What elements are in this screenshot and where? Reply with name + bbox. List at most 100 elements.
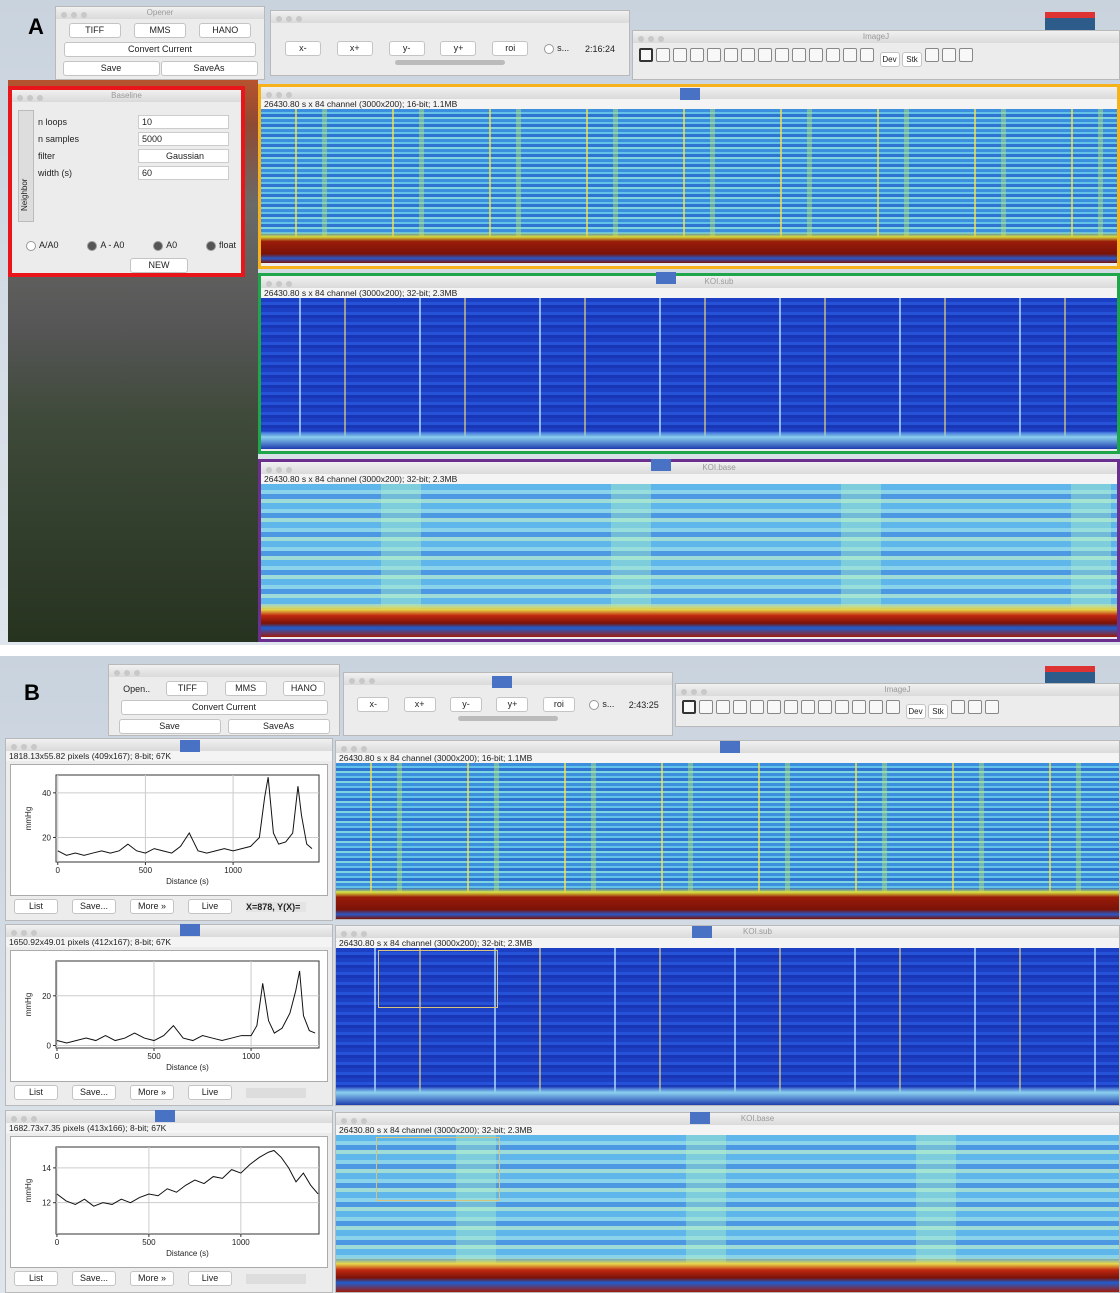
button[interactable]: List xyxy=(14,1085,58,1100)
button[interactable]: roi xyxy=(492,41,528,56)
tool[interactable] xyxy=(925,48,939,62)
button[interactable]: x- xyxy=(285,41,321,56)
tool[interactable] xyxy=(758,48,772,62)
button[interactable]: HANO xyxy=(283,681,325,696)
tool[interactable] xyxy=(835,700,849,714)
tool[interactable] xyxy=(750,700,764,714)
radio[interactable]: A0 xyxy=(153,240,177,251)
button[interactable]: x- xyxy=(357,697,389,712)
button[interactable]: SaveAs xyxy=(161,61,258,76)
button[interactable]: roi xyxy=(543,697,575,712)
heatmap xyxy=(261,109,1117,263)
tool[interactable] xyxy=(682,700,696,714)
button[interactable]: List xyxy=(14,899,58,914)
tool[interactable] xyxy=(792,48,806,62)
radio-label: float xyxy=(219,240,236,250)
window-title: Baseline xyxy=(111,91,142,100)
button[interactable]: Save xyxy=(63,61,160,76)
button[interactable]: Live xyxy=(188,899,232,914)
image-window: KOI.base 26430.80 s x 84 channel (3000x2… xyxy=(258,459,1120,642)
scrollbar[interactable] xyxy=(395,60,505,65)
button-row: List Save... More » Live xyxy=(14,1085,324,1100)
tool[interactable] xyxy=(716,700,730,714)
button[interactable]: More » xyxy=(130,1085,174,1100)
field-value[interactable]: 10 xyxy=(138,115,229,129)
axes-frame xyxy=(56,1147,319,1234)
button[interactable]: SaveAs xyxy=(228,719,330,734)
tool[interactable] xyxy=(886,700,900,714)
tool[interactable] xyxy=(818,700,832,714)
button[interactable]: NEW xyxy=(130,258,188,273)
tool[interactable] xyxy=(959,48,973,62)
x-tick-label: 500 xyxy=(139,866,153,875)
button[interactable]: y+ xyxy=(440,41,476,56)
tool[interactable] xyxy=(860,48,874,62)
tab-label: Neighbor xyxy=(20,179,29,211)
tool[interactable] xyxy=(784,700,798,714)
button[interactable]: Save... xyxy=(72,899,116,914)
radio[interactable]: float xyxy=(206,240,236,251)
button[interactable]: Save... xyxy=(72,1271,116,1286)
tool[interactable] xyxy=(801,700,815,714)
tool[interactable] xyxy=(951,700,965,714)
button[interactable]: More » xyxy=(130,899,174,914)
tool[interactable] xyxy=(968,700,982,714)
button[interactable]: y- xyxy=(450,697,482,712)
button[interactable]: x+ xyxy=(404,697,436,712)
title-bar: KOI.sub xyxy=(336,926,1119,938)
tool[interactable]: Dev xyxy=(880,52,900,67)
tool[interactable] xyxy=(724,48,738,62)
tool[interactable] xyxy=(690,48,704,62)
field-value[interactable]: 5000 xyxy=(138,132,229,146)
button[interactable]: Live xyxy=(188,1271,232,1286)
x-tick-label: 1000 xyxy=(232,1238,250,1247)
tool[interactable] xyxy=(775,48,789,62)
radio[interactable]: A/A0 xyxy=(26,240,59,251)
field-value[interactable]: 60 xyxy=(138,166,229,180)
option[interactable]: s... xyxy=(544,43,569,54)
button[interactable]: y- xyxy=(389,41,425,56)
tool[interactable]: Stk xyxy=(902,52,922,67)
button[interactable]: MMS xyxy=(134,23,186,38)
title-bar xyxy=(109,665,339,677)
button[interactable]: y+ xyxy=(496,697,528,712)
tool[interactable] xyxy=(852,700,866,714)
tool[interactable] xyxy=(985,700,999,714)
button[interactable]: Live xyxy=(188,1085,232,1100)
button[interactable]: List xyxy=(14,1271,58,1286)
field-value[interactable]: Gaussian xyxy=(138,149,229,163)
tool[interactable] xyxy=(699,700,713,714)
tool[interactable] xyxy=(673,48,687,62)
tool[interactable] xyxy=(942,48,956,62)
tool[interactable] xyxy=(869,700,883,714)
tab[interactable]: Neighbor xyxy=(18,110,34,222)
annotation-marker xyxy=(180,740,200,752)
button[interactable]: Convert Current xyxy=(64,42,256,57)
radio[interactable]: A - A0 xyxy=(87,240,124,251)
status xyxy=(246,1274,306,1284)
button[interactable]: HANO xyxy=(199,23,251,38)
button[interactable]: Save... xyxy=(72,1085,116,1100)
tool[interactable] xyxy=(656,48,670,62)
button[interactable]: x+ xyxy=(337,41,373,56)
menu[interactable]: Open.. xyxy=(123,684,150,694)
tool[interactable] xyxy=(826,48,840,62)
button[interactable]: Convert Current xyxy=(121,700,328,715)
button[interactable]: TIFF xyxy=(69,23,121,38)
tool[interactable] xyxy=(707,48,721,62)
button[interactable]: More » xyxy=(130,1271,174,1286)
tool[interactable] xyxy=(639,48,653,62)
tool[interactable]: Dev xyxy=(906,704,926,719)
button[interactable]: TIFF xyxy=(166,681,208,696)
tool[interactable]: Stk xyxy=(928,704,948,719)
tool[interactable] xyxy=(843,48,857,62)
tool[interactable] xyxy=(767,700,781,714)
tool[interactable] xyxy=(809,48,823,62)
scrollbar[interactable] xyxy=(458,716,558,721)
tool[interactable] xyxy=(733,700,747,714)
option[interactable]: s... xyxy=(589,699,614,710)
button[interactable]: MMS xyxy=(225,681,267,696)
tool[interactable] xyxy=(741,48,755,62)
button[interactable]: Save xyxy=(119,719,221,734)
